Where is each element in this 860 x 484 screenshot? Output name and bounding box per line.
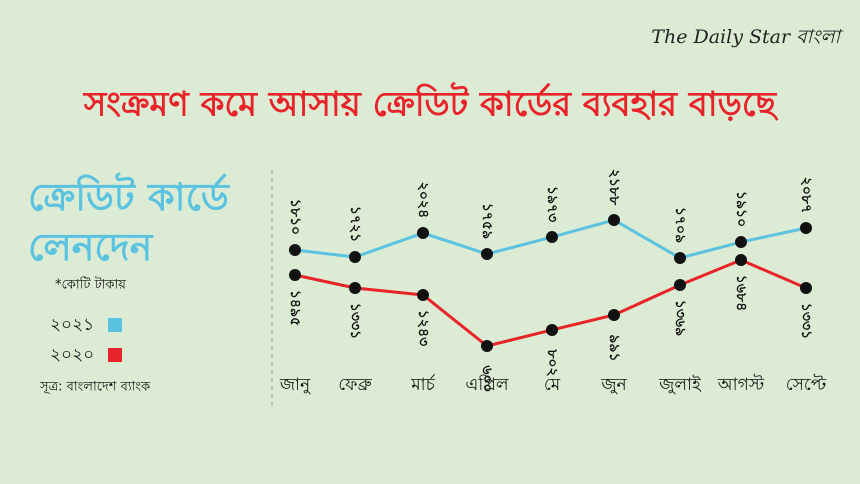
point — [481, 340, 493, 352]
x-tick-label: জানু — [279, 375, 311, 395]
x-tick-label: এপ্রিল — [465, 374, 508, 395]
legend-label: ২০২১ — [50, 315, 94, 335]
x-tick-label: মার্চ — [410, 374, 435, 395]
legend-swatch — [108, 348, 122, 362]
unit-note: *কোটি টাকায় — [55, 277, 126, 293]
point — [608, 214, 620, 226]
value-label: ১৮১০ — [287, 199, 303, 235]
value-label: ১৭৫৯ — [479, 203, 495, 239]
point — [735, 253, 747, 266]
value-label: ১৩৩১ — [798, 303, 814, 339]
value-label: ১৪৯৫ — [287, 290, 303, 326]
value-label: ৯৯১ — [606, 334, 622, 361]
subtitle-box: ক্রেডিট কার্ডে লেনদেন — [28, 175, 229, 269]
point — [417, 288, 429, 301]
chart-title: সংক্রমণ কমে আসায় ক্রেডিট কার্ডের ব্যবহা… — [83, 82, 779, 125]
value-label: ৮০২ — [544, 348, 560, 376]
value-label: ১৩৬৯ — [672, 300, 688, 336]
point — [546, 323, 558, 336]
point — [800, 281, 812, 294]
point — [289, 243, 301, 256]
value-label: ১৬৮৪ — [733, 275, 749, 311]
brand: The Daily Star বাংলা — [651, 26, 843, 48]
value-label: ২০৮৭ — [798, 177, 814, 213]
chart-subtitle: ক্রেডিট কার্ডে লেনদেন — [28, 175, 229, 269]
point — [546, 231, 558, 244]
x-tick-label: সেপ্টে — [786, 374, 827, 395]
legend-swatch — [108, 318, 122, 332]
value-label: ১৭২১ — [347, 206, 363, 242]
point — [735, 236, 747, 249]
x-tick-label: ফেব্রু — [338, 375, 372, 395]
x-tick-label: জুন — [600, 375, 627, 395]
point — [349, 281, 361, 294]
point — [674, 278, 686, 291]
value-label: ২০২৪ — [415, 182, 431, 218]
point — [481, 248, 493, 261]
source: সূত্র: বাংলাদেশ ব্যাংক — [39, 380, 151, 395]
point — [349, 251, 361, 264]
point — [800, 222, 812, 235]
point — [417, 227, 429, 240]
point — [289, 268, 301, 281]
value-label: ৬০০ — [479, 365, 495, 392]
value-label: ১৯৭৩ — [544, 186, 560, 222]
point — [608, 308, 620, 321]
value-label: ২১৮৮ — [606, 169, 622, 206]
legend-label: ২০২০ — [50, 345, 94, 365]
value-label: ১৭০৯ — [672, 207, 688, 243]
value-label: ১৩৩১ — [347, 303, 363, 339]
value-label: ১২৪৩ — [415, 310, 431, 346]
x-tick-label: আগস্ট — [717, 374, 765, 395]
x-tick-label: জুলাই — [658, 375, 702, 395]
value-label: ১৯১০ — [733, 191, 749, 227]
x-tick-label: মে — [544, 375, 561, 395]
point — [674, 252, 686, 265]
